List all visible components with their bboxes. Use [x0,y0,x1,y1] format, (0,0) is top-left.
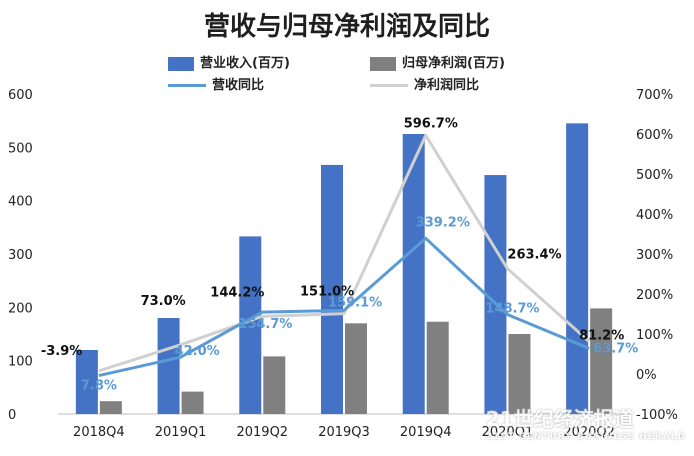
data-label-revenue-yoy: 159.1% [328,295,382,310]
line-revenue-yoy [98,236,590,378]
data-label-revenue-yoy: 154.7% [238,317,292,332]
bar-profit [263,356,286,414]
legend-item-revenue: 营业收入(百万) [168,52,290,71]
data-label-revenue-yoy: 7.8% [81,379,117,394]
legend-swatch-profit [370,56,396,71]
right-axis-tick: 600% [636,128,673,143]
bar-profit [508,334,531,414]
left-axis-tick: 400 [8,195,33,210]
x-axis-tick: 2018Q4 [73,425,125,440]
legend-label-profit-yoy: 净利润同比 [414,78,480,93]
legend-swatch-revenue-yoy [168,84,206,87]
x-axis-tick: 2019Q4 [400,425,452,440]
data-label-profit-yoy: 263.4% [507,248,561,263]
legend-item-profit: 归母净利润(百万) [370,52,505,71]
left-axis-tick: 200 [8,301,33,316]
bar-revenue [157,318,180,414]
x-axis-tick: 2020Q1 [482,425,534,440]
watermark-sub: 21ST CENTURY BUSINESS HERALD [485,432,686,442]
chart-title: 营收与归母净利润及同比 [203,12,490,42]
watermark-main: 21世纪经济报道 [485,407,634,431]
bar-profit [426,321,449,414]
x-axis-tick: 2019Q2 [236,425,288,440]
left-axis-tick: 300 [8,248,33,263]
data-label-revenue-yoy: 42.0% [175,344,220,359]
data-label-profit-yoy: -3.9% [41,344,82,359]
data-label-profit-yoy: 81.2% [579,329,624,344]
legend-label-revenue: 营业收入(百万) [200,56,290,71]
bar-revenue [402,134,425,414]
legend-swatch-revenue [168,56,194,71]
left-axis-tick: 0 [8,408,16,423]
right-axis-tick: 0% [636,368,657,383]
data-label-profit-yoy: 596.7% [404,116,458,131]
legend-label-revenue-yoy: 营收同比 [212,78,265,93]
left-axis-tick: 500 [8,141,33,156]
legend-label-profit: 归母净利润(百万) [402,56,505,71]
right-axis-tick: 400% [636,208,673,223]
right-axis-tick: 100% [636,328,673,343]
data-label-revenue-yoy: 339.2% [416,215,470,230]
data-label-revenue-yoy: 63.7% [593,342,638,357]
line-profit-yoy [98,133,591,373]
bar-profit [99,401,122,414]
bar-revenue [75,350,98,414]
right-axis-tick: 700% [636,88,673,103]
legend-item-profit-yoy: 净利润同比 [370,74,479,93]
bar-revenue [566,123,589,414]
x-axis-tick: 2019Q1 [155,425,207,440]
watermark: 21世纪经济报道 21ST CENTURY BUSINESS HERALD [486,403,686,442]
bar-revenue [484,175,507,414]
legend-item-revenue-yoy: 营收同比 [168,74,264,93]
left-axis-tick: 100 [8,355,33,370]
right-axis-tick: 300% [636,248,673,263]
bar-revenue [321,164,343,414]
right-axis-tick: 200% [636,288,673,303]
right-axis-tick: 500% [636,168,673,183]
x-axis-tick: 2020Q2 [563,425,615,440]
bar-profit [590,308,613,414]
bar-revenue [239,236,262,414]
legend-swatch-profit-yoy [370,84,408,87]
data-label-profit-yoy: 73.0% [141,294,186,309]
bar-profit [181,391,204,414]
data-label-profit-yoy: 144.2% [210,285,264,300]
left-axis-tick: 600 [8,88,33,103]
data-label-profit-yoy: 151.0% [300,285,354,300]
right-axis-tick: -100% [636,408,678,423]
data-label-revenue-yoy: 148.7% [485,302,539,317]
bar-profit [345,323,367,414]
x-axis-tick: 2019Q3 [318,425,370,440]
